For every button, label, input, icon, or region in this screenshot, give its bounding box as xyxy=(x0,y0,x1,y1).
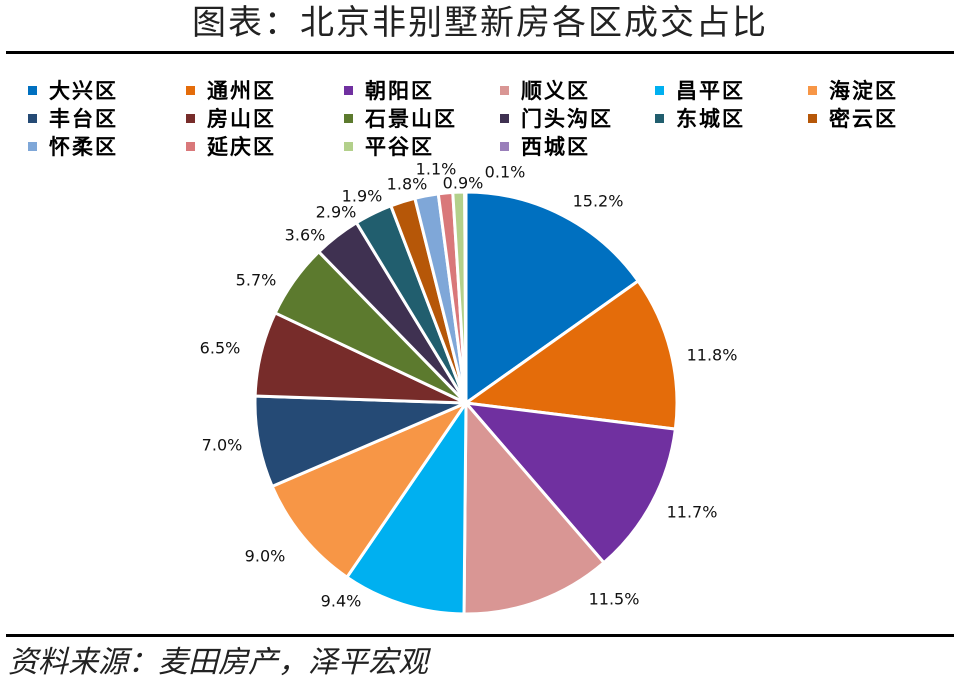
legend-item: 昌平区 xyxy=(655,76,745,104)
legend-label: 西城区 xyxy=(521,135,590,159)
legend-label: 怀柔区 xyxy=(49,135,118,159)
legend-swatch xyxy=(500,141,509,151)
legend-label: 丰台区 xyxy=(49,107,118,131)
pie-slice xyxy=(344,398,468,616)
pie-slice xyxy=(464,190,641,406)
legend-swatch xyxy=(344,113,353,123)
legend-label: 海淀区 xyxy=(829,79,898,103)
bottom-divider xyxy=(6,634,954,637)
source-note: 资料来源：麦田房产，泽平宏观 xyxy=(8,645,428,680)
legend-item: 西城区 xyxy=(500,132,590,160)
pie-slice xyxy=(461,278,679,431)
slice-data-label: 1.9% xyxy=(342,187,383,206)
slice-data-label: 0.1% xyxy=(485,163,526,182)
slice-data-label: 3.6% xyxy=(285,226,326,245)
slice-data-label: 11.7% xyxy=(667,503,718,522)
legend-label: 门头沟区 xyxy=(521,107,613,131)
legend-item: 东城区 xyxy=(655,104,745,132)
legend-swatch xyxy=(186,141,195,151)
legend-swatch xyxy=(808,113,817,123)
slice-data-label: 1.1% xyxy=(416,160,457,179)
legend-label: 平谷区 xyxy=(365,135,434,159)
legend-swatch xyxy=(655,113,664,123)
legend-label: 顺义区 xyxy=(521,79,590,103)
legend-label: 大兴区 xyxy=(49,79,118,103)
legend-label: 通州区 xyxy=(207,79,276,103)
legend-swatch xyxy=(344,85,353,95)
legend-item: 房山区 xyxy=(186,104,276,132)
chart-title: 图表：北京非别墅新房各区成交占比 xyxy=(192,3,768,43)
legend-swatch xyxy=(808,85,817,95)
legend-label: 延庆区 xyxy=(207,135,276,159)
legend-swatch xyxy=(186,113,195,123)
slice-data-label: 11.8% xyxy=(687,346,738,365)
legend-item: 朝阳区 xyxy=(344,76,434,104)
legend-item: 石景山区 xyxy=(344,104,457,132)
slice-data-label: 1.8% xyxy=(387,175,428,194)
legend-item: 通州区 xyxy=(186,76,276,104)
legend-item: 延庆区 xyxy=(186,132,276,160)
legend-item: 海淀区 xyxy=(808,76,898,104)
pie-slice xyxy=(462,399,607,616)
legend-swatch xyxy=(186,85,195,95)
legend-item: 密云区 xyxy=(808,104,898,132)
slice-data-label: 9.4% xyxy=(321,592,362,611)
pie-slice xyxy=(270,399,471,580)
legend-label: 昌平区 xyxy=(676,79,745,103)
legend-swatch xyxy=(28,141,37,151)
legend-item: 大兴区 xyxy=(28,76,118,104)
legend-label: 房山区 xyxy=(207,107,276,131)
slice-data-label: 2.9% xyxy=(316,203,357,222)
pie-slice xyxy=(462,401,678,565)
slice-data-label: 0.9% xyxy=(443,174,484,193)
top-divider xyxy=(6,51,954,54)
legend-item: 平谷区 xyxy=(344,132,434,160)
slice-data-label: 5.7% xyxy=(236,271,277,290)
slice-data-label: 11.5% xyxy=(589,590,640,609)
legend-label: 石景山区 xyxy=(365,107,457,131)
legend-swatch xyxy=(500,113,509,123)
slice-data-label: 15.2% xyxy=(573,192,624,211)
legend-item: 怀柔区 xyxy=(28,132,118,160)
legend-item: 顺义区 xyxy=(500,76,590,104)
legend-label: 密云区 xyxy=(829,107,898,131)
legend-swatch xyxy=(28,113,37,123)
legend-label: 朝阳区 xyxy=(365,79,434,103)
legend-swatch xyxy=(344,141,353,151)
legend-swatch xyxy=(655,85,664,95)
legend-item: 丰台区 xyxy=(28,104,118,132)
chart-legend: 大兴区 通州区 朝阳区 顺义区 昌平区 海淀区丰台区 房山区 石景山区 门头沟区 东城区 密云区怀柔… xyxy=(0,0,960,170)
legend-label: 东城区 xyxy=(676,107,745,131)
pie-slice xyxy=(463,190,468,404)
slice-data-label: 7.0% xyxy=(202,436,243,455)
legend-swatch xyxy=(500,85,509,95)
legend-swatch xyxy=(28,85,37,95)
slice-data-label: 6.5% xyxy=(200,339,241,358)
slice-data-label: 9.0% xyxy=(245,547,286,566)
legend-item: 门头沟区 xyxy=(500,104,613,132)
